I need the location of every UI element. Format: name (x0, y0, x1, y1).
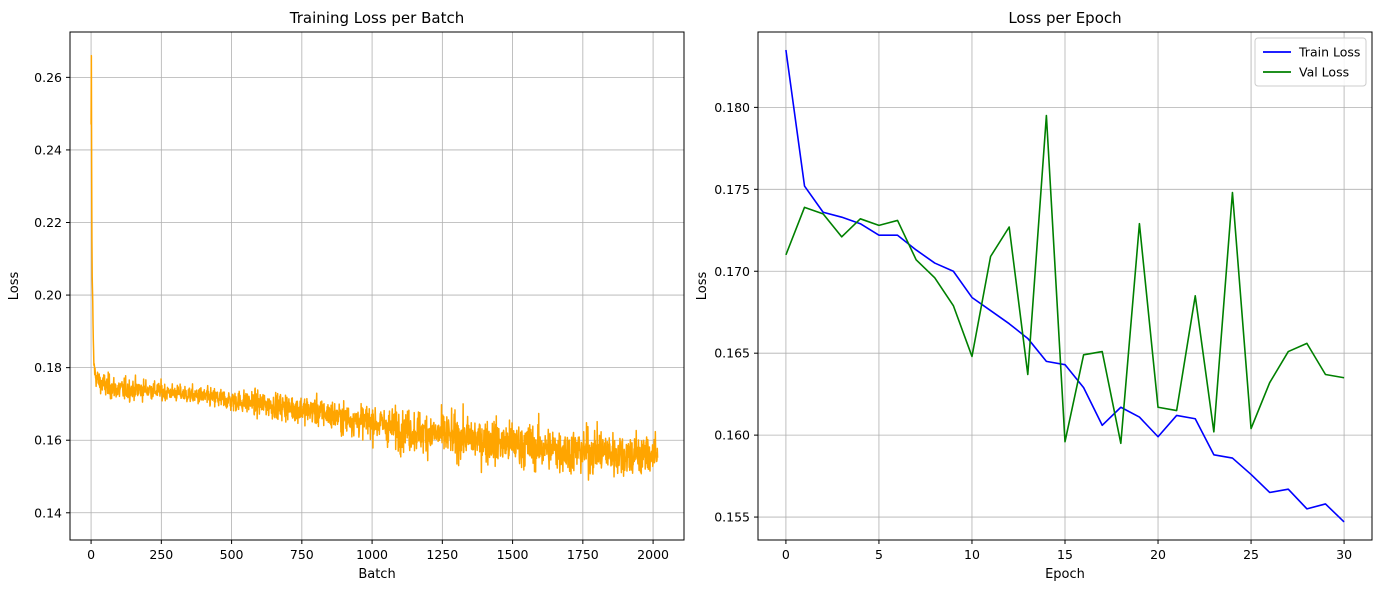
x-tick-label: 1250 (426, 547, 458, 562)
legend-box (1254, 37, 1367, 87)
x-tick-label: 25 (1243, 547, 1259, 562)
grid-lines (70, 32, 684, 540)
x-tick-label: 0 (782, 547, 790, 562)
y-tick-label: 0.175 (714, 182, 750, 197)
x-tick-label: 20 (1150, 547, 1166, 562)
batch-loss-panel: 0 250 500 750 1000 1250 1500 1750 2000 0.140.160… (7, 9, 685, 582)
chart-title: Training Loss per Batch (289, 9, 464, 27)
x-tick-label: 10 (964, 547, 980, 562)
y-tick-label: 0.18 (34, 360, 62, 375)
y-tick-label: 0.165 (714, 346, 750, 361)
y-tick-label: 0.16 (34, 433, 62, 448)
x-tick-label: 15 (1057, 547, 1073, 562)
x-tick-label: 250 (149, 547, 173, 562)
legend-label-train-loss: Train Loss (1298, 45, 1360, 60)
legend-label-val-loss: Val Loss (1299, 65, 1349, 80)
x-tick-label: 30 (1336, 547, 1352, 562)
y-axis-label: Loss (7, 272, 22, 301)
grid-lines (758, 32, 1372, 540)
x-tick-label: 500 (220, 547, 244, 562)
x-axis-ticks: 0 250 500 750 1000 1250 1500 1750 2000 (87, 540, 669, 562)
y-tick-label: 0.160 (714, 428, 750, 443)
y-axis-ticks: 0.155 0.160 0.165 0.170 0.175 0.180 (714, 100, 758, 525)
legend: Train Loss Val Loss (1254, 37, 1367, 87)
y-tick-label: 0.26 (34, 70, 62, 85)
x-tick-label: 1750 (567, 547, 599, 562)
x-tick-label: 750 (290, 547, 314, 562)
chart-title: Loss per Epoch (1008, 9, 1121, 27)
y-axis-label: Loss (695, 272, 710, 301)
y-tick-label: 0.20 (34, 288, 62, 303)
val-loss-line (785, 114, 1345, 445)
x-tick-label: 2000 (637, 547, 669, 562)
plot-area (785, 49, 1345, 523)
x-tick-label: 5 (875, 547, 883, 562)
y-tick-label: 0.180 (714, 100, 750, 115)
y-tick-label: 0.14 (34, 505, 62, 520)
x-tick-label: 1000 (356, 547, 388, 562)
x-axis-label: Epoch (1045, 567, 1085, 582)
y-tick-label: 0.24 (34, 142, 62, 157)
y-tick-label: 0.155 (714, 510, 750, 525)
x-tick-label: 0 (87, 547, 95, 562)
y-axis-ticks: 0.14 0.16 0.18 0.20 0.22 0.24 0.26 (34, 70, 70, 520)
axes-frame (69, 31, 685, 541)
y-tick-label: 0.22 (34, 215, 62, 230)
x-axis-label: Batch (358, 567, 395, 582)
batch-loss-line (90, 54, 659, 481)
plot-area (90, 54, 659, 481)
y-tick-label: 0.170 (714, 264, 750, 279)
epoch-loss-panel: 0 5 10 15 20 25 30 0.1550.1600.1650.1700.1750.… (695, 9, 1373, 582)
train-loss-line (785, 49, 1345, 523)
x-axis-ticks: 0 5 10 15 20 25 30 (782, 540, 1352, 562)
x-tick-label: 1500 (497, 547, 529, 562)
